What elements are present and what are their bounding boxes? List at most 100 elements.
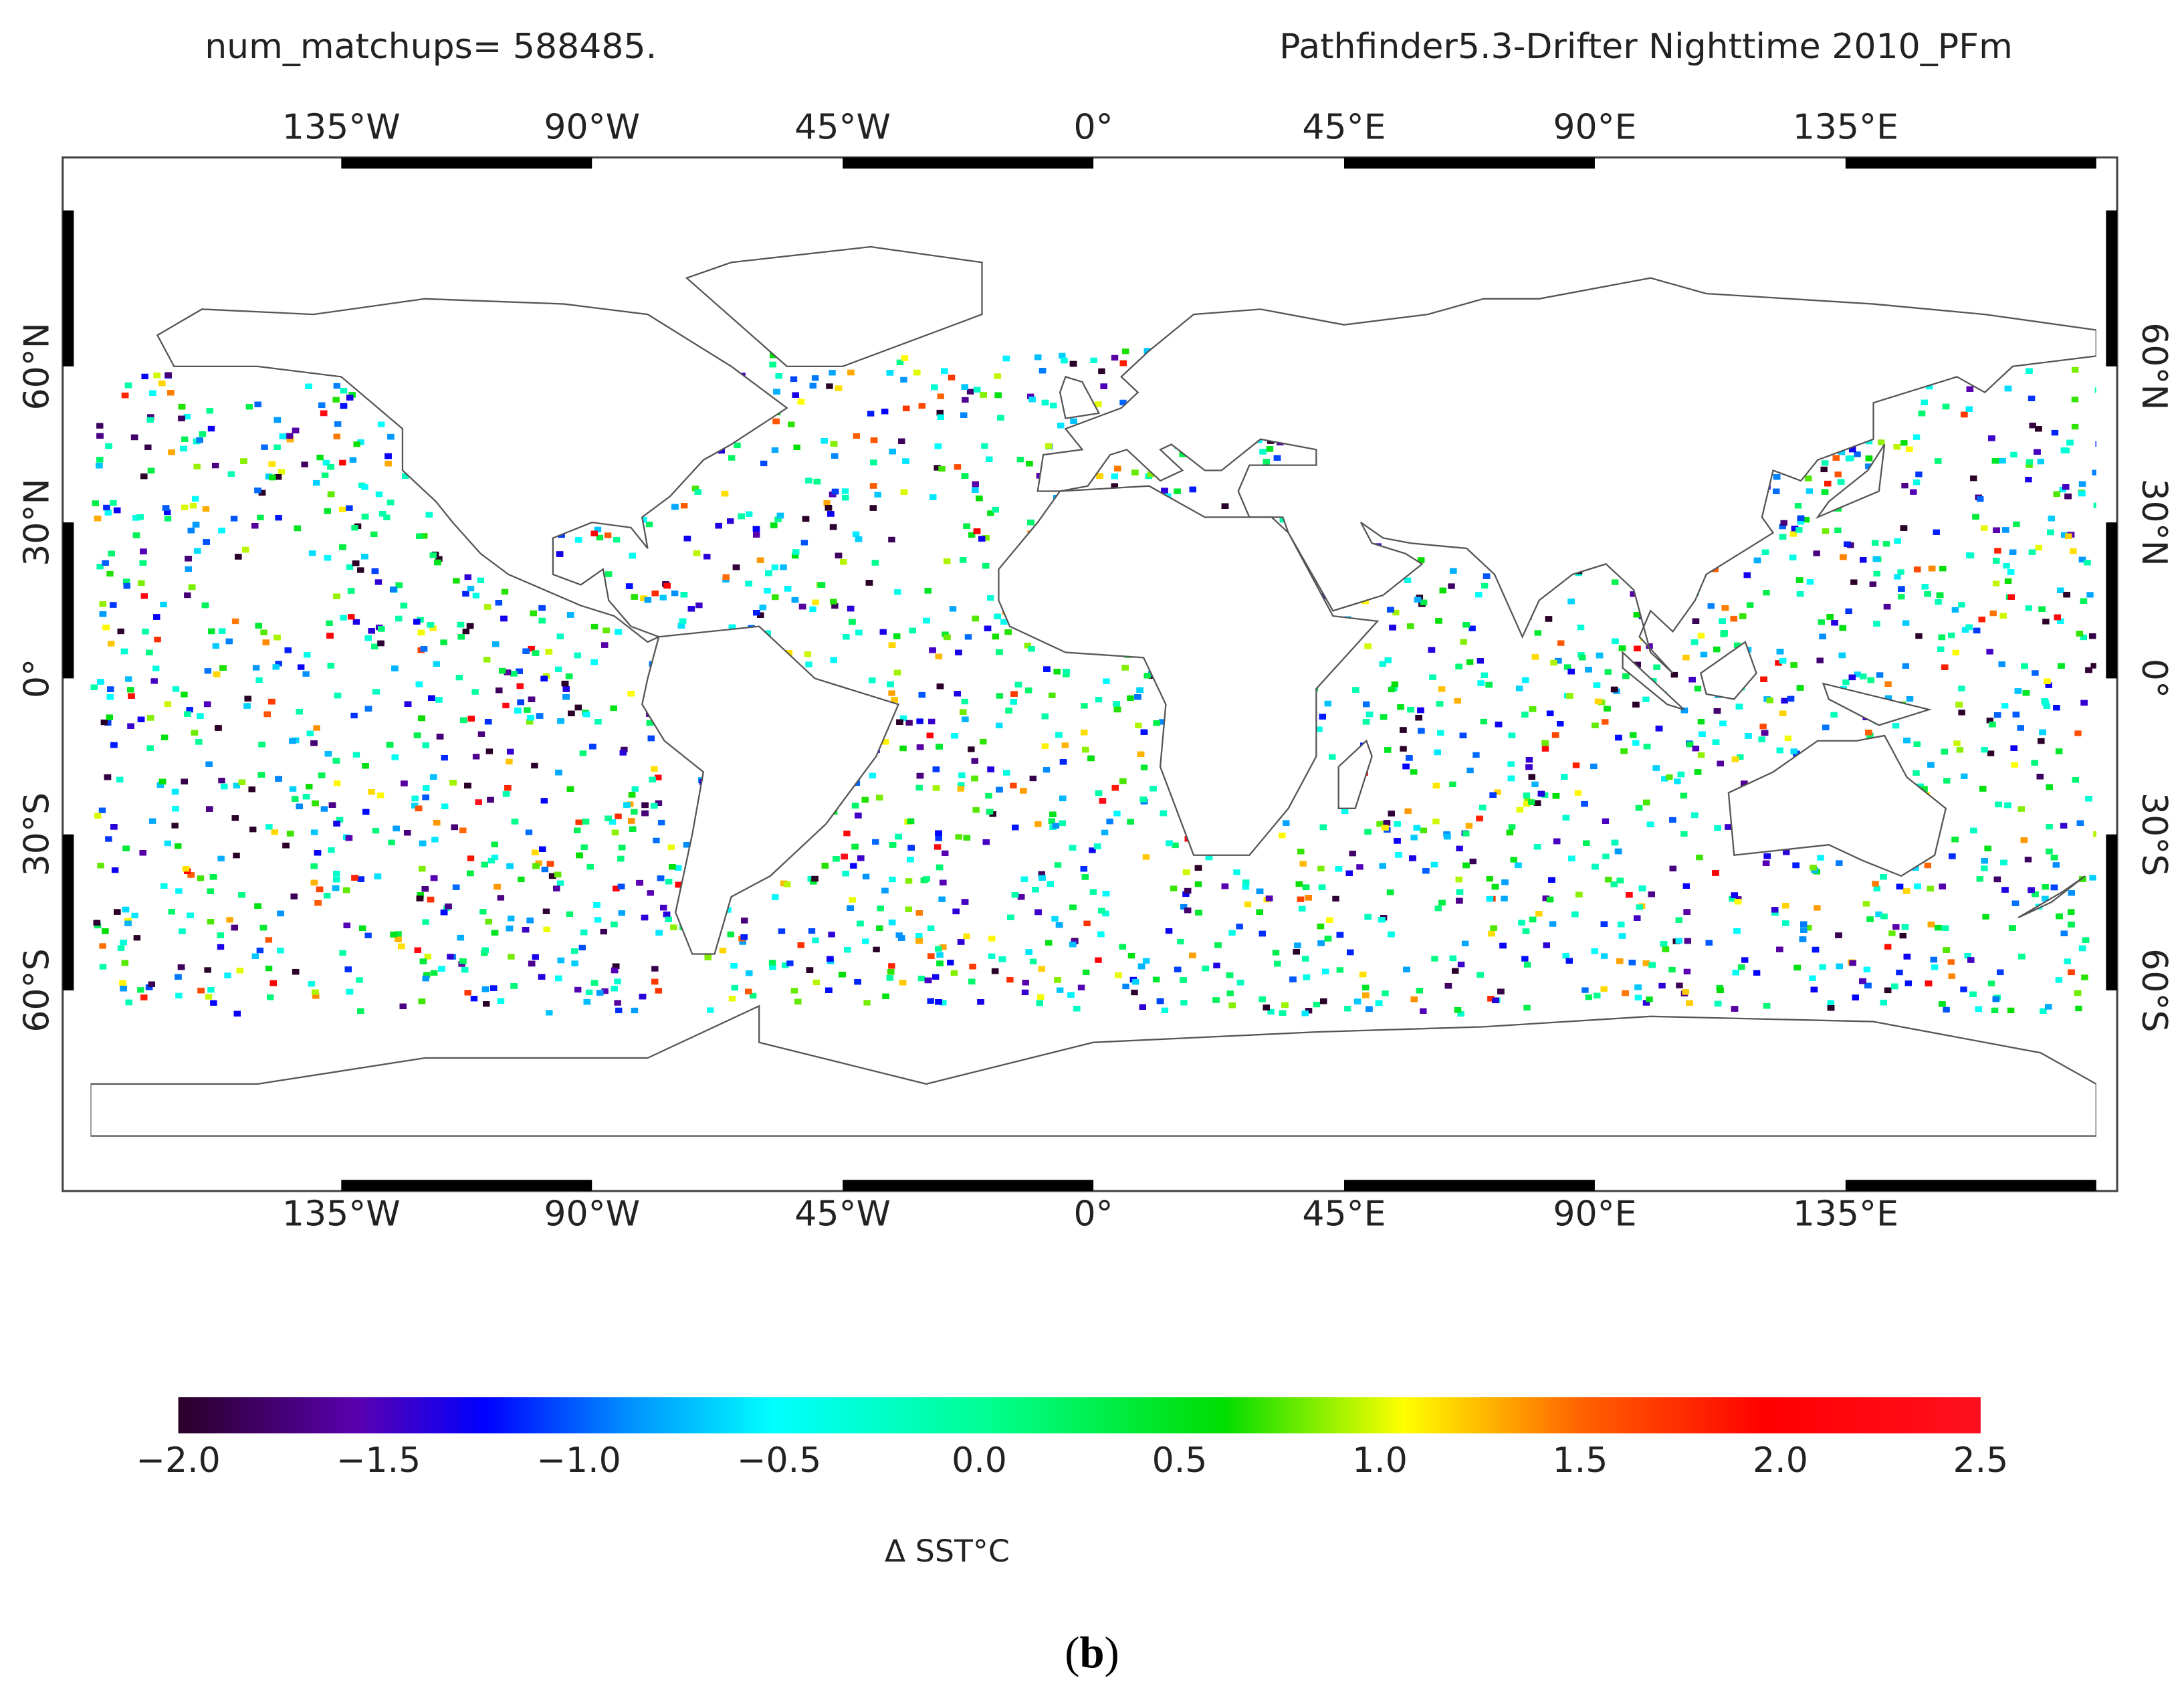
matchup-dot <box>316 454 324 461</box>
matchup-dot <box>2090 663 2096 669</box>
matchup-dot <box>477 731 485 737</box>
matchup-dot <box>1122 348 1129 354</box>
matchup-dot <box>181 436 189 442</box>
matchup-dot <box>2092 469 2096 475</box>
matchup-dot <box>1448 583 1455 589</box>
matchup-dot <box>1816 657 1824 663</box>
matchup-dot <box>727 518 734 524</box>
matchup-dot <box>1660 776 1668 782</box>
matchup-dot <box>778 928 786 934</box>
matchup-dot <box>631 809 638 815</box>
matchup-dot <box>377 421 385 427</box>
matchup-dot <box>1376 821 1384 827</box>
matchup-dot <box>1763 590 1770 596</box>
matchup-dot <box>171 823 179 829</box>
matchup-dot <box>876 925 883 931</box>
matchup-dot <box>1113 811 1121 817</box>
matchup-dot <box>2007 1007 2015 1014</box>
matchup-dot <box>96 423 104 429</box>
matchup-dot <box>193 463 201 469</box>
matchup-dot <box>104 510 112 516</box>
matchup-dot <box>1784 735 1792 742</box>
matchup-dot <box>1875 911 1882 918</box>
matchup-dot <box>667 844 675 851</box>
matchup-dot <box>470 996 478 1002</box>
matchup-dot <box>916 718 923 724</box>
matchup-dot <box>2078 481 2086 487</box>
matchup-dot <box>2071 423 2079 430</box>
matchup-dot <box>1462 831 1470 837</box>
matchup-dot <box>1430 861 1438 868</box>
matchup-dot <box>1862 901 1870 907</box>
matchup-dot <box>217 944 225 950</box>
matchup-dot <box>566 911 574 918</box>
matchup-dot <box>1780 520 1787 526</box>
matchup-dot <box>1670 671 1678 678</box>
matchup-dot <box>853 433 861 439</box>
matchup-dot <box>122 578 130 584</box>
matchup-dot <box>175 992 183 998</box>
matchup-dot <box>1010 782 1017 788</box>
matchup-dot <box>1738 964 1745 970</box>
matchup-dot <box>304 652 311 658</box>
matchup-dot <box>1457 1010 1464 1017</box>
matchup-dot <box>653 837 660 844</box>
matchup-dot <box>265 965 273 972</box>
matchup-dot <box>507 916 515 922</box>
matchup-dot <box>261 444 268 450</box>
matchup-dot <box>540 798 548 804</box>
matchup-dot <box>918 403 925 409</box>
matchup-dot <box>1456 845 1463 851</box>
matchup-dot <box>1964 952 1971 959</box>
matchup-dot <box>1026 393 1034 399</box>
matchup-dot <box>1344 1006 1351 1012</box>
matchup-dot <box>339 950 346 956</box>
matchup-dot <box>2075 1005 2082 1012</box>
matchup-dot <box>1051 916 1059 922</box>
matchup-dot <box>1226 990 1234 996</box>
matchup-dot <box>1872 881 1879 887</box>
matchup-dot <box>472 754 480 760</box>
matchup-dot <box>1951 607 1959 613</box>
matchup-dot <box>1475 592 1483 598</box>
matchup-dot <box>703 554 711 560</box>
matchup-dot <box>1336 967 1344 973</box>
matchup-dot <box>1676 982 1683 988</box>
matchup-dot <box>1960 986 1967 992</box>
matchup-dot <box>137 987 144 993</box>
matchup-dot <box>981 443 988 449</box>
matchup-dot <box>1244 901 1252 908</box>
matchup-dot <box>308 981 315 987</box>
matchup-dot <box>1994 548 2001 554</box>
matchup-dot <box>1901 482 1908 489</box>
matchup-dot <box>349 457 357 463</box>
matchup-dot <box>1794 503 1802 509</box>
matchup-dot <box>1746 602 1754 608</box>
matchup-dot <box>1696 854 1703 861</box>
matchup-dot <box>472 593 480 599</box>
matchup-dot <box>1006 976 1014 983</box>
matchup-dot <box>117 945 125 951</box>
matchup-dot <box>1103 678 1110 684</box>
matchup-dot <box>464 990 471 996</box>
matchup-dot <box>1410 835 1418 841</box>
matchup-dot <box>346 564 354 570</box>
matchup-dot <box>1902 620 1910 626</box>
matchup-dot <box>2046 823 2053 830</box>
matchup-dot <box>619 750 627 756</box>
matchup-dot <box>2093 502 2096 508</box>
matchup-dot <box>1106 819 1113 825</box>
matchup-dot <box>1913 434 1921 440</box>
matchup-dot <box>154 637 161 643</box>
matchup-dot <box>852 531 860 537</box>
matchup-dot <box>353 441 360 447</box>
matchup-dot <box>175 843 182 849</box>
matchup-dot <box>985 792 992 799</box>
matchup-dot <box>1882 541 1890 547</box>
matchup-dot <box>1479 805 1487 811</box>
matchup-dot <box>506 758 513 765</box>
matchup-dot <box>207 919 215 925</box>
matchup-dot <box>1987 750 1995 756</box>
matchup-dot <box>1806 488 1814 494</box>
matchup-dot <box>1902 663 1910 669</box>
